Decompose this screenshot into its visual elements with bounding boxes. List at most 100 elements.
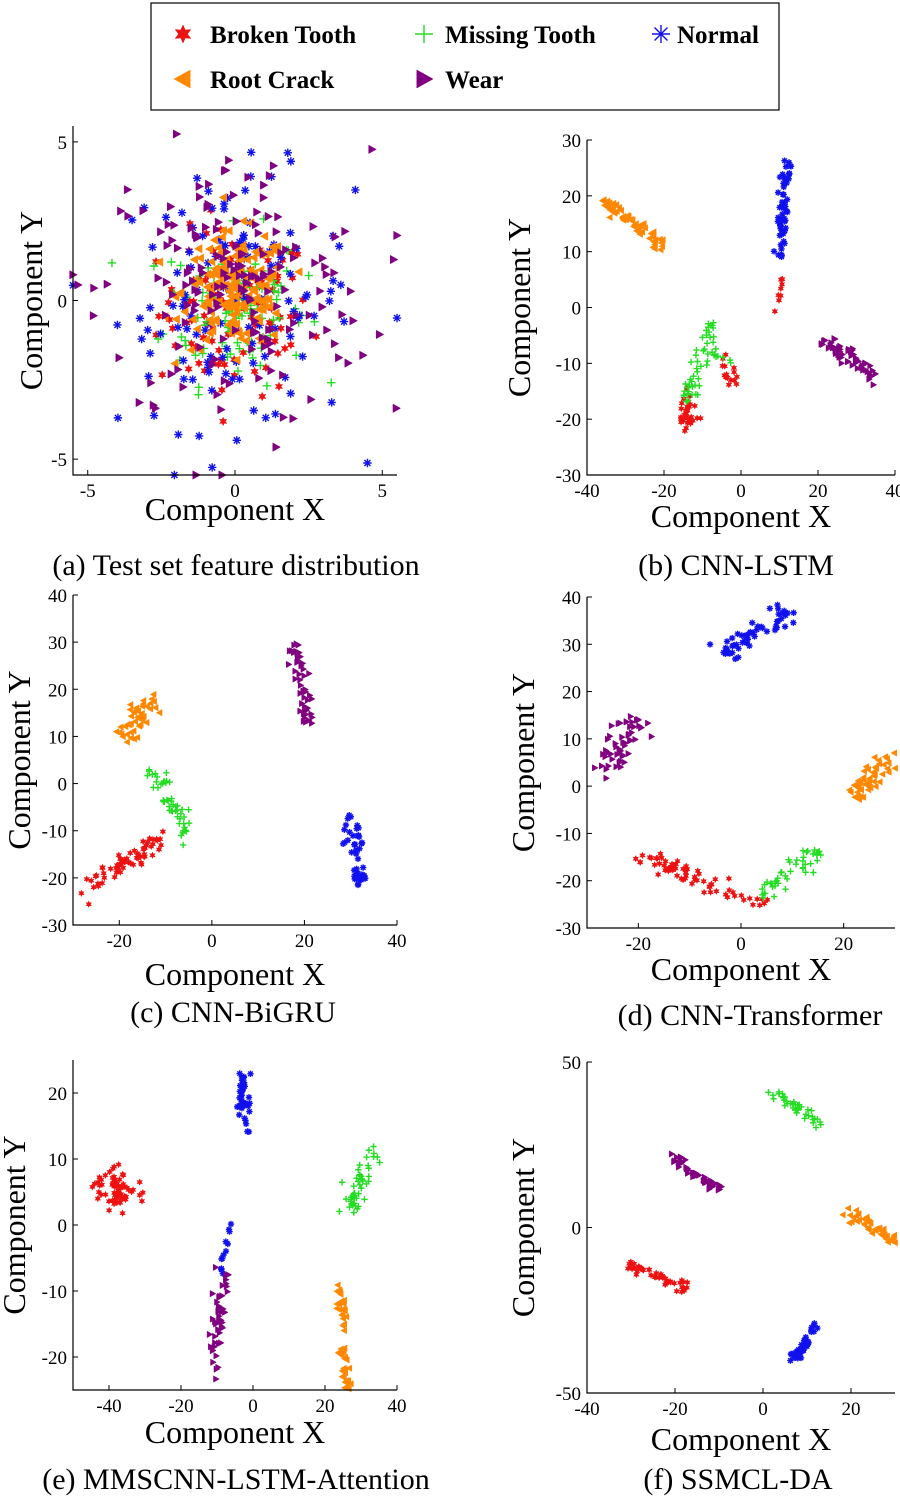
point-missing	[761, 881, 768, 888]
point-normal	[787, 1350, 795, 1358]
point-missing	[251, 259, 260, 269]
point-normal	[226, 1228, 233, 1235]
point-root	[875, 778, 883, 786]
y-axis-label: Component Y	[505, 673, 541, 852]
point-normal	[113, 320, 122, 330]
point-normal	[358, 839, 366, 846]
point-wear	[238, 249, 247, 260]
point-normal	[207, 386, 217, 395]
point-normal	[261, 413, 270, 422]
point-broken	[220, 359, 229, 370]
point-broken	[756, 901, 764, 910]
point-broken	[636, 1264, 644, 1272]
point-root	[866, 774, 873, 783]
point-wear	[213, 1352, 221, 1360]
point-missing	[804, 847, 811, 855]
y-tick-label: 20	[562, 187, 581, 208]
x-tick-label: -20	[651, 481, 676, 502]
point-root	[264, 302, 274, 312]
point-root	[340, 1344, 348, 1352]
point-normal	[808, 1328, 815, 1336]
point-missing	[153, 773, 161, 781]
point-wear	[233, 216, 242, 226]
point-normal	[302, 290, 312, 300]
point-missing	[276, 281, 286, 291]
point-normal	[359, 864, 367, 871]
point-normal	[218, 353, 227, 362]
y-tick-label: -20	[42, 869, 67, 890]
point-missing	[355, 1203, 362, 1210]
point-missing	[771, 882, 779, 890]
point-root	[605, 199, 613, 207]
x-axis-label: Component X	[145, 956, 325, 992]
point-normal	[798, 1341, 805, 1348]
y-tick-label: -20	[556, 410, 581, 431]
point-normal	[780, 191, 787, 198]
point-normal	[735, 654, 742, 661]
panel-c: -20 0 20 40 -30 -20 -10 0 10 20 30 40 Component X Com…	[1, 586, 407, 1029]
y-tick-label: 0	[572, 1219, 582, 1240]
point-normal	[743, 631, 750, 639]
point-root	[225, 285, 234, 295]
point-missing	[163, 769, 170, 777]
point-broken	[119, 1170, 126, 1179]
legend-symbol-wear	[416, 69, 434, 89]
point-root	[210, 267, 219, 277]
series-broken	[78, 827, 167, 909]
point-normal	[706, 641, 714, 648]
point-wear	[700, 1176, 708, 1185]
point-root	[218, 225, 227, 236]
y-tick-label: 0	[572, 299, 582, 320]
point-wear	[617, 719, 624, 727]
point-broken	[115, 851, 123, 859]
point-normal	[218, 1265, 225, 1272]
point-root	[880, 761, 887, 769]
series-root	[839, 1204, 898, 1247]
x-axis-label: Component X	[651, 498, 831, 534]
point-broken	[94, 879, 102, 888]
y-tick-label: -30	[556, 466, 581, 487]
y-tick-label: -10	[42, 822, 67, 843]
point-broken	[682, 862, 690, 870]
x-tick-label: 20	[834, 934, 853, 955]
point-wear	[90, 283, 99, 293]
point-normal	[722, 650, 729, 658]
series-broken	[624, 1258, 691, 1296]
point-root	[344, 1377, 352, 1385]
point-root	[263, 294, 273, 305]
point-wear	[627, 712, 635, 721]
point-wear	[135, 397, 145, 408]
point-missing	[799, 857, 807, 865]
point-normal	[207, 203, 217, 213]
series-missing	[680, 319, 734, 405]
point-wear	[189, 276, 198, 286]
point-normal	[233, 1103, 241, 1111]
point-normal	[239, 1102, 246, 1110]
point-wear	[862, 366, 870, 374]
point-normal	[773, 624, 781, 631]
series-root	[112, 690, 163, 746]
point-wear	[248, 271, 257, 281]
point-wear	[203, 202, 212, 213]
point-normal	[219, 1270, 227, 1277]
point-normal	[244, 323, 254, 332]
point-broken	[149, 840, 157, 848]
y-axis-label: Component Y	[501, 218, 537, 397]
panel-a: -5 0 5 -5 0 5 Component X Component Y (a) Test s…	[13, 126, 420, 582]
point-root	[192, 324, 201, 334]
scatter-points	[598, 157, 880, 435]
point-wear	[115, 353, 124, 363]
point-normal	[156, 329, 165, 338]
point-normal	[342, 821, 350, 829]
point-root	[839, 1211, 846, 1219]
point-broken	[99, 863, 106, 872]
point-missing	[688, 391, 696, 399]
point-wear	[240, 286, 249, 296]
point-normal	[139, 203, 149, 212]
point-root	[658, 242, 666, 250]
point-broken	[214, 345, 224, 356]
point-missing	[786, 858, 793, 866]
point-broken	[668, 864, 675, 872]
point-normal	[814, 1324, 821, 1332]
point-root	[335, 1300, 343, 1308]
